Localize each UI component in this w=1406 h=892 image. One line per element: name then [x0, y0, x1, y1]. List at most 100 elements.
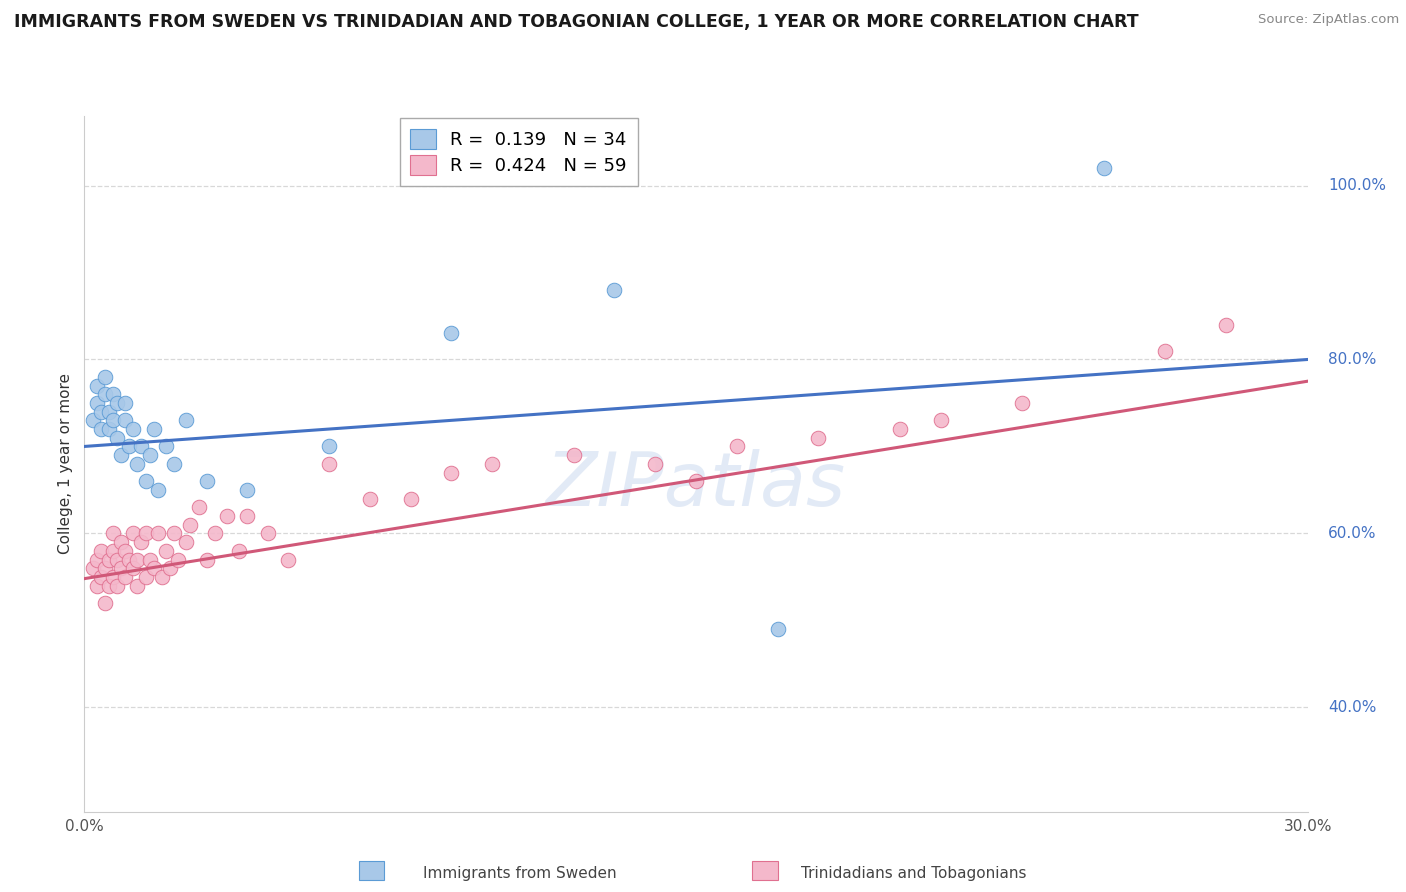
Point [1011, 396, 1033, 410]
Point [135, 526, 157, 541]
Point [114, 544, 136, 558]
Point [929, 413, 952, 427]
Text: IMMIGRANTS FROM SWEDEN VS TRINIDADIAN AND TOBAGONIAN COLLEGE, 1 YEAR OR MORE COR: IMMIGRANTS FROM SWEDEN VS TRINIDADIAN AN… [14, 13, 1139, 31]
Point [163, 526, 186, 541]
Text: Trinidadians and Tobagonians: Trinidadians and Tobagonians [801, 866, 1026, 881]
Point [807, 431, 830, 445]
Point [142, 561, 165, 575]
Point [105, 578, 128, 592]
Point [1092, 161, 1115, 175]
Point [685, 474, 707, 488]
Point [93, 561, 115, 575]
Point [217, 508, 239, 523]
Point [318, 440, 340, 454]
Point [82, 561, 104, 575]
Point [105, 552, 128, 566]
Point [318, 457, 340, 471]
Point [257, 526, 280, 541]
Text: ZIPatlas: ZIPatlas [546, 449, 846, 521]
Point [150, 570, 173, 584]
Point [204, 526, 226, 541]
Point [142, 422, 165, 436]
Point [101, 387, 124, 401]
Point [122, 422, 145, 436]
Text: 40.0%: 40.0% [1327, 700, 1376, 714]
Point [105, 396, 128, 410]
Point [93, 596, 115, 610]
Point [97, 422, 120, 436]
Point [146, 483, 169, 497]
Point [174, 535, 197, 549]
Point [90, 405, 112, 419]
Point [399, 491, 422, 506]
Point [86, 578, 108, 592]
Point [236, 483, 259, 497]
Point [195, 474, 218, 488]
Point [127, 552, 149, 566]
Point [86, 552, 108, 566]
Point [195, 552, 218, 566]
Point [1215, 318, 1237, 332]
Point [97, 578, 120, 592]
Point [481, 457, 503, 471]
Point [562, 448, 585, 462]
Point [97, 552, 120, 566]
Point [179, 517, 201, 532]
Text: 100.0%: 100.0% [1327, 178, 1386, 193]
Point [277, 552, 299, 566]
Text: 80.0%: 80.0% [1327, 352, 1376, 367]
Point [228, 544, 250, 558]
Point [359, 491, 381, 506]
Point [93, 369, 115, 384]
Text: 60.0%: 60.0% [1327, 526, 1376, 541]
Point [131, 535, 153, 549]
Point [146, 526, 169, 541]
Point [122, 526, 145, 541]
Point [90, 544, 112, 558]
Text: Source: ZipAtlas.com: Source: ZipAtlas.com [1258, 13, 1399, 27]
Point [766, 622, 789, 636]
Point [159, 561, 181, 575]
Point [110, 448, 132, 462]
Point [90, 422, 112, 436]
Point [118, 552, 141, 566]
Point [163, 457, 186, 471]
Point [138, 448, 160, 462]
Point [101, 526, 124, 541]
Point [135, 474, 157, 488]
Point [90, 570, 112, 584]
Point [86, 396, 108, 410]
Legend: R =  0.139   N = 34, R =  0.424   N = 59: R = 0.139 N = 34, R = 0.424 N = 59 [399, 118, 637, 186]
Point [440, 326, 463, 341]
Point [122, 561, 145, 575]
Point [174, 413, 197, 427]
Point [725, 440, 748, 454]
Point [114, 396, 136, 410]
Point [114, 413, 136, 427]
Point [440, 466, 463, 480]
Text: Immigrants from Sweden: Immigrants from Sweden [423, 866, 617, 881]
Point [187, 500, 209, 515]
Point [1153, 343, 1175, 358]
Point [135, 570, 157, 584]
Point [127, 457, 149, 471]
Point [889, 422, 911, 436]
Point [101, 570, 124, 584]
Point [236, 508, 259, 523]
Point [167, 552, 190, 566]
Point [131, 440, 153, 454]
Point [138, 552, 160, 566]
Point [118, 440, 141, 454]
Point [97, 405, 120, 419]
Point [644, 457, 666, 471]
Point [114, 570, 136, 584]
Y-axis label: College, 1 year or more: College, 1 year or more [58, 374, 73, 554]
Point [110, 561, 132, 575]
Point [93, 387, 115, 401]
Point [82, 413, 104, 427]
Point [110, 535, 132, 549]
Point [105, 431, 128, 445]
Point [127, 578, 149, 592]
Point [101, 544, 124, 558]
Point [155, 544, 177, 558]
